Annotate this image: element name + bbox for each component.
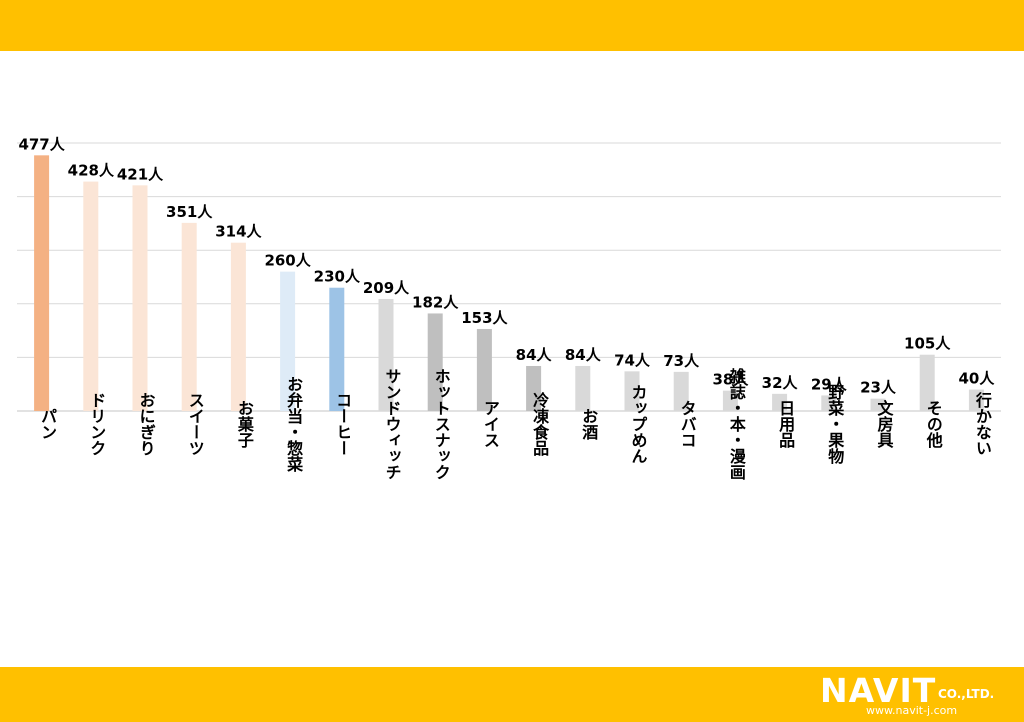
category-label: ホットスナック [432,368,451,480]
bottom-banner [0,667,1024,722]
value-label: 84人 [565,346,602,364]
bar-11 [526,365,542,411]
value-label: 230人 [314,268,361,286]
category-label: 行かない [973,391,993,456]
value-label: 40人 [958,370,995,388]
value-label: 74人 [614,351,651,369]
bar-18 [870,398,886,411]
value-label: 209人 [363,279,410,297]
value-label: 32人 [762,374,799,392]
category-label: その他 [924,400,944,449]
category-label: パン [38,408,57,440]
category-label: 冷凍食品 [530,391,550,457]
category-label: 日用品 [776,400,795,449]
bar-9 [427,313,443,411]
category-label: ドリンク [87,392,106,456]
bar-2 [83,181,99,411]
category-label: タバコ [678,400,697,448]
company-logo: NAVIT CO.,LTD. www.navit-j.com [820,671,1010,718]
value-label: 38人 [712,371,749,389]
bar-4 [181,222,197,411]
category-label: お酒 [579,408,598,441]
bar-8 [378,298,394,411]
value-label: 421人 [117,165,164,183]
logo-url: www.navit-j.com [866,704,958,717]
bar-13 [624,371,640,411]
bar-10 [476,328,492,411]
bar-1 [34,155,50,411]
value-label: 182人 [412,293,459,311]
category-label: サンドウィッチ [383,368,402,480]
bar-17 [821,395,837,411]
value-label: 153人 [461,309,508,327]
value-label: 23人 [860,379,897,397]
bar-6 [280,271,296,411]
category-label: カップめん [629,384,648,464]
bar-12 [575,365,591,411]
category-label: 雑誌・本・漫画 [727,367,747,481]
logo-suffix: CO.,LTD. [938,687,995,701]
category-label: おにぎり [137,392,156,456]
category-label: 文房具 [875,399,894,449]
value-label: 84人 [516,346,553,364]
category-label: 野菜・果物 [825,384,845,465]
bar-16 [772,393,788,411]
bar-19 [919,354,935,411]
value-label: 428人 [68,162,115,180]
value-label: 351人 [166,203,213,221]
value-label: 260人 [264,252,311,270]
top-banner [0,0,1024,51]
value-label: 73人 [663,352,700,370]
value-label: 314人 [215,223,262,241]
category-label: お菓子 [235,400,255,449]
bar-20 [968,389,984,411]
logo-brand: NAVIT [820,671,937,710]
category-label: アイス [481,400,500,448]
bar-14 [673,371,689,411]
value-label: 477人 [18,135,65,153]
category-label: お弁当・惣菜 [284,376,304,473]
category-label: コーヒー [333,392,352,456]
value-label: 105人 [904,335,951,353]
bar-7 [329,287,345,411]
bar-5 [230,242,246,411]
category-label: スイーツ [186,392,205,456]
bar-3 [132,185,148,411]
bar-15 [722,390,738,411]
value-label: 29人 [811,375,848,393]
